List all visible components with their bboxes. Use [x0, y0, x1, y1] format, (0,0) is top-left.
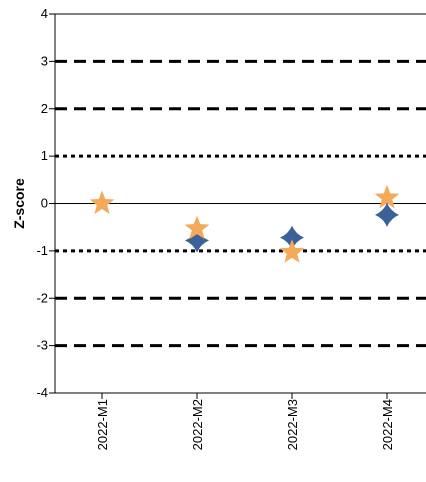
y-tick-label: -2 [36, 290, 48, 305]
y-ticks: -4 -3 -2 -1 0 1 2 3 4 [36, 6, 55, 400]
star-marker-2022-M1 [89, 190, 115, 215]
y-tick-label: 1 [41, 148, 48, 163]
x-tick-label: 2022-M1 [95, 399, 110, 450]
star-marker-2022-M2 [184, 215, 210, 240]
x-tick-label: 2022-M4 [380, 399, 395, 450]
star-marker-2022-M3 [279, 239, 305, 263]
y-tick-label: -4 [36, 385, 48, 400]
reference-lines [55, 59, 426, 348]
y-tick-label: 3 [41, 53, 48, 68]
diamond-marker-2022-M4 [375, 202, 399, 227]
y-tick-label: 0 [41, 196, 48, 211]
x-tick-label: 2022-M3 [285, 399, 300, 450]
y-tick-label: 4 [41, 6, 48, 21]
diamond-marker-2022-M2 [185, 228, 209, 253]
y-tick-label: -3 [36, 338, 48, 353]
star-marker-2022-M4 [374, 184, 400, 209]
x-ticks: 2022-M1 2022-M2 2022-M3 2022-M4 [95, 393, 395, 450]
y-axis-title: Z-score [11, 178, 27, 229]
y-tick-label: -1 [36, 243, 48, 258]
y-tick-label: 2 [41, 101, 48, 116]
diamond-marker-2022-M3 [280, 225, 304, 250]
x-tick-label: 2022-M2 [190, 399, 205, 450]
markers [89, 184, 400, 263]
